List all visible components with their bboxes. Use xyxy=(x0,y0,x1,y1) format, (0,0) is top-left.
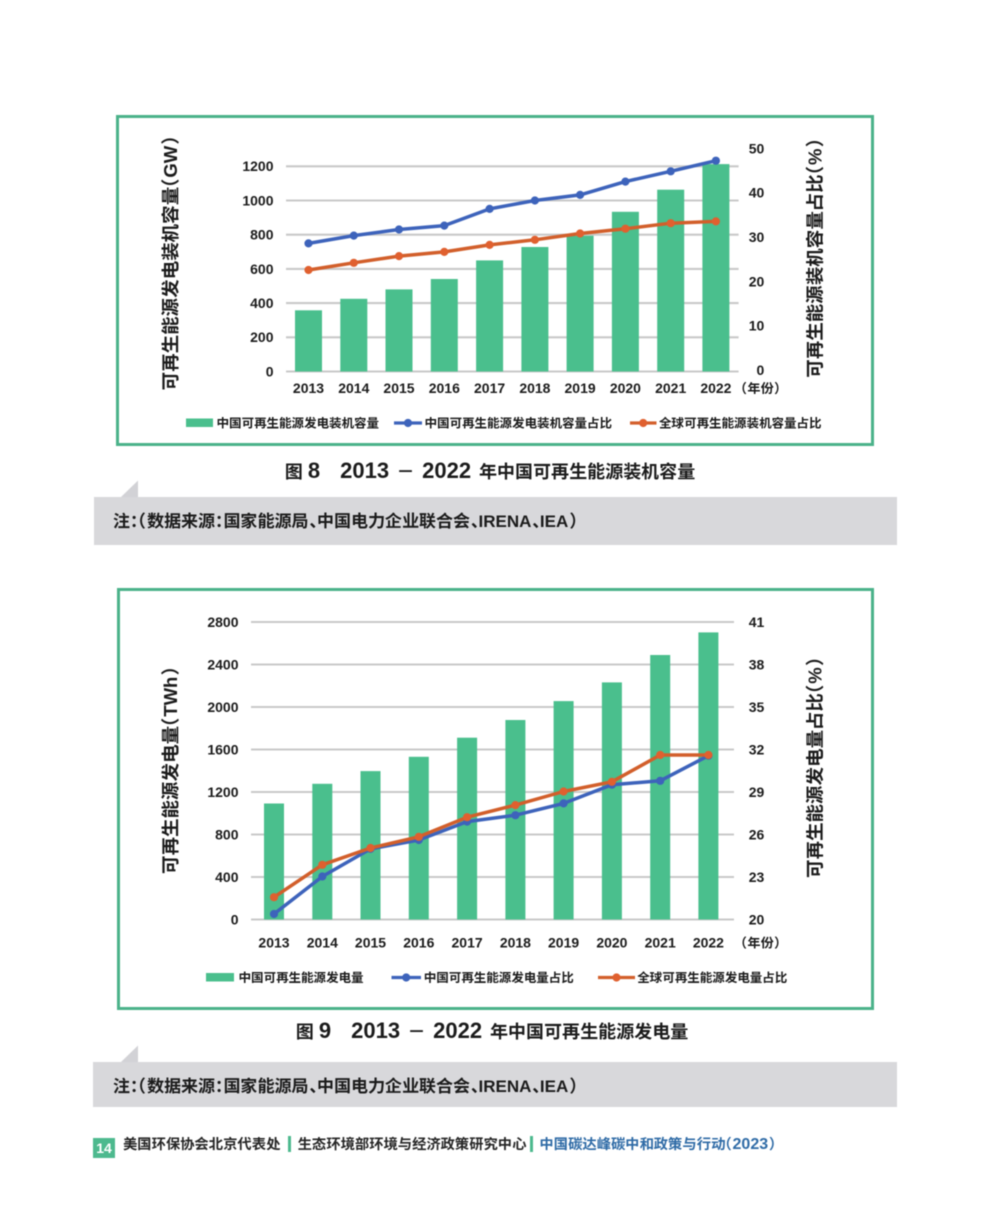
svg-text:30: 30 xyxy=(749,227,765,247)
svg-text:2022: 2022 xyxy=(700,378,731,398)
svg-text:可再生能源装机容量占比（%）: 可再生能源装机容量占比（%） xyxy=(802,139,828,377)
svg-text:2014: 2014 xyxy=(307,933,338,953)
svg-text:2019: 2019 xyxy=(565,378,596,398)
svg-text:可再生能源发电装机容量（GW）: 可再生能源发电装机容量（GW） xyxy=(157,137,183,391)
svg-text:2800: 2800 xyxy=(207,612,238,632)
svg-text:可再生能源发电量（TWh）: 可再生能源发电量（TWh） xyxy=(157,667,183,874)
svg-text:0: 0 xyxy=(231,909,239,929)
svg-text:1600: 1600 xyxy=(207,739,238,759)
svg-text:40: 40 xyxy=(749,183,765,203)
svg-text:2013: 2013 xyxy=(258,933,289,953)
svg-text:800: 800 xyxy=(215,824,239,844)
svg-text:2021: 2021 xyxy=(655,378,686,398)
svg-text:可再生能源发电量占比（%）: 可再生能源发电量占比（%） xyxy=(802,658,828,878)
svg-text:2019: 2019 xyxy=(548,933,579,953)
svg-text:20: 20 xyxy=(749,271,765,291)
svg-text:中国可再生能源发电量占比: 中国可再生能源发电量占比 xyxy=(424,967,575,986)
svg-text:全球可再生能源发电量占比: 全球可再生能源发电量占比 xyxy=(637,967,788,986)
svg-text:2018: 2018 xyxy=(519,378,550,398)
svg-text:2015: 2015 xyxy=(355,933,386,953)
svg-text:1000: 1000 xyxy=(242,190,273,210)
svg-text:10: 10 xyxy=(749,316,765,336)
svg-text:2016: 2016 xyxy=(403,933,434,953)
svg-text:2020: 2020 xyxy=(610,378,641,398)
svg-text:中国可再生能源发电装机容量占比: 中国可再生能源发电装机容量占比 xyxy=(425,412,613,431)
svg-text:35: 35 xyxy=(749,697,765,717)
svg-text:（年份）: （年份） xyxy=(741,378,780,397)
svg-text:41: 41 xyxy=(749,612,765,632)
svg-text:200: 200 xyxy=(250,327,274,347)
svg-text:2013: 2013 xyxy=(293,378,324,398)
svg-text:2015: 2015 xyxy=(383,378,414,398)
svg-text:29: 29 xyxy=(749,782,765,802)
svg-text:20: 20 xyxy=(749,909,765,929)
svg-text:2022: 2022 xyxy=(693,933,724,953)
svg-text:1200: 1200 xyxy=(242,156,273,176)
svg-text:26: 26 xyxy=(749,824,765,844)
svg-text:1200: 1200 xyxy=(207,782,238,802)
svg-text:中国可再生能源发电量: 中国可再生能源发电量 xyxy=(239,967,365,986)
svg-text:0: 0 xyxy=(757,360,765,380)
svg-text:0: 0 xyxy=(266,361,274,381)
svg-text:全球可再生能源装机容量占比: 全球可再生能源装机容量占比 xyxy=(659,412,822,431)
svg-text:2018: 2018 xyxy=(500,933,531,953)
svg-text:2014: 2014 xyxy=(338,378,369,398)
svg-text:50: 50 xyxy=(749,138,765,158)
svg-text:中国可再生能源发电装机容量: 中国可再生能源发电装机容量 xyxy=(217,412,380,431)
svg-text:800: 800 xyxy=(250,225,274,245)
svg-text:2400: 2400 xyxy=(207,654,238,674)
svg-text:2016: 2016 xyxy=(429,378,460,398)
svg-text:2000: 2000 xyxy=(207,697,238,717)
svg-text:400: 400 xyxy=(215,867,239,887)
svg-text:23: 23 xyxy=(749,867,765,887)
svg-text:400: 400 xyxy=(250,293,274,313)
svg-text:2020: 2020 xyxy=(596,933,627,953)
svg-text:2017: 2017 xyxy=(452,933,483,953)
svg-text:38: 38 xyxy=(749,654,765,674)
svg-text:2017: 2017 xyxy=(474,378,505,398)
svg-text:32: 32 xyxy=(749,739,765,759)
svg-text:2021: 2021 xyxy=(645,933,676,953)
svg-text:（年份）: （年份） xyxy=(741,933,780,952)
svg-text:600: 600 xyxy=(250,259,274,279)
